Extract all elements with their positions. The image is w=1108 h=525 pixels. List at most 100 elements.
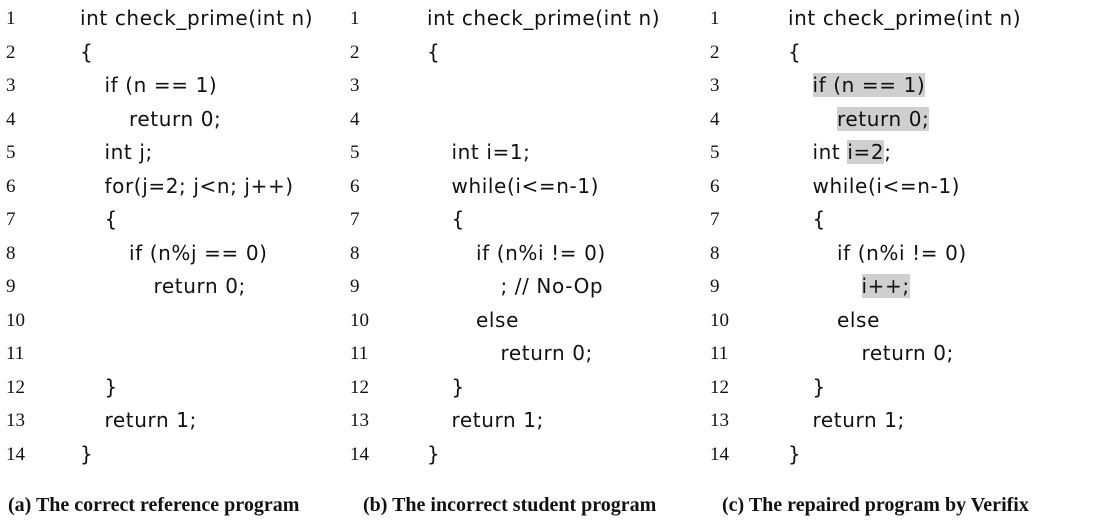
code-text: return 0; <box>153 274 246 298</box>
code-text: int check_prime(int n) <box>788 6 1022 30</box>
code-line: return 1; <box>105 404 197 438</box>
caption-a: (a) The correct reference program <box>8 494 300 516</box>
line-number: 3 <box>350 75 360 96</box>
code-line: return 0; <box>154 270 246 304</box>
line-number-column: 1 2 3 4 5 6 7 8 9 10 11 12 13 14 <box>710 2 729 471</box>
code-line: if (n%j == 0) <box>129 237 268 271</box>
code-text: else <box>476 307 519 332</box>
code-line: { <box>813 203 826 237</box>
code-text: return 1; <box>451 408 544 432</box>
line-number: 6 <box>350 175 360 197</box>
code-line: if (n == 1) <box>812 69 926 103</box>
code-line: return 0; <box>129 103 221 137</box>
code-text: { <box>80 39 94 64</box>
code-line: return 1; <box>452 404 544 438</box>
code-line: } <box>80 438 93 472</box>
code-text: } <box>80 441 94 466</box>
code-text: } <box>451 374 465 399</box>
code-text: return 1; <box>812 408 905 432</box>
line-number: 14 <box>350 443 369 465</box>
line-number: 6 <box>6 175 16 197</box>
code-text: int i=1; <box>451 140 531 164</box>
line-number: 3 <box>6 75 16 96</box>
code-text: { <box>427 39 441 64</box>
line-number: 2 <box>6 41 16 63</box>
line-number: 8 <box>350 242 360 264</box>
code-text: } <box>427 441 441 466</box>
code-line: if (n%i != 0) <box>476 237 606 271</box>
code-text: for(j=2; j<n; j++) <box>104 173 294 198</box>
code-line: { <box>788 36 801 70</box>
line-number: 1 <box>350 8 360 29</box>
line-number: 12 <box>6 376 25 398</box>
line-number: 4 <box>6 108 16 130</box>
line-number: 5 <box>350 142 360 163</box>
line-number: 7 <box>6 209 16 230</box>
code-line: return 0; <box>501 337 593 371</box>
code-line: int j; <box>105 136 153 170</box>
code-line: for(j=2; j<n; j++) <box>105 170 294 204</box>
code-line: return 0; <box>837 103 930 137</box>
code-line: else <box>837 304 880 338</box>
line-number: 10 <box>350 309 369 331</box>
line-number: 7 <box>710 209 720 230</box>
code-line: int check_prime(int n) <box>427 2 660 36</box>
code-text: int check_prime(int n) <box>427 6 661 30</box>
code-line: ; // No-Op <box>501 270 604 304</box>
line-number: 12 <box>350 376 369 398</box>
code-text: while(i<=n-1) <box>812 173 961 198</box>
code-text: int check_prime(int n) <box>80 6 314 30</box>
line-number-column: 1 2 3 4 5 6 7 8 9 10 11 12 13 14 <box>6 2 25 471</box>
line-number: 1 <box>710 8 720 29</box>
code-text: { <box>812 207 826 231</box>
line-number: 8 <box>6 242 16 264</box>
code-line: { <box>452 203 465 237</box>
line-number: 11 <box>350 343 369 364</box>
code-text: { <box>451 207 465 231</box>
code-line: if (n%i != 0) <box>837 237 967 271</box>
line-number: 9 <box>710 276 720 297</box>
code-line: while(i<=n-1) <box>452 170 600 204</box>
code-text: return 0; <box>861 341 954 365</box>
code-text: return 1; <box>104 408 197 432</box>
code-text: if (n%j == 0) <box>129 240 268 265</box>
code-text: ; // No-Op <box>500 274 604 298</box>
line-number: 10 <box>710 309 729 331</box>
code-line: int check_prime(int n) <box>788 2 1021 36</box>
line-number: 8 <box>710 242 720 264</box>
code-text: } <box>788 441 802 466</box>
line-number: 9 <box>6 276 16 297</box>
caption-b: (b) The incorrect student program <box>363 494 657 516</box>
code-token: ; <box>884 140 892 164</box>
code-token: int <box>812 140 848 164</box>
line-number: 13 <box>710 410 729 431</box>
code-text: int j; <box>104 140 153 164</box>
line-number: 2 <box>350 41 360 63</box>
code-line: } <box>813 371 826 405</box>
code-line: i++; <box>861 270 910 304</box>
code-line: return 0; <box>862 337 954 371</box>
code-line: { <box>80 36 93 70</box>
code-line: { <box>427 36 440 70</box>
line-number: 2 <box>710 41 720 63</box>
code-line: if (n == 1) <box>105 69 218 103</box>
code-line: int check_prime(int n) <box>80 2 313 36</box>
code-text: if (n%i != 0) <box>837 240 967 265</box>
line-number-column: 1 2 3 4 5 6 7 8 9 10 11 12 13 14 <box>350 2 369 471</box>
line-number: 3 <box>710 75 720 96</box>
code-text: return 0; <box>500 341 593 365</box>
code-line: } <box>452 371 465 405</box>
code-text: if (n%i != 0) <box>476 240 606 265</box>
line-number: 4 <box>350 108 360 130</box>
line-number: 5 <box>710 142 720 163</box>
line-number: 13 <box>350 410 369 431</box>
line-number: 11 <box>6 343 25 364</box>
code-text: { <box>104 207 118 231</box>
line-number: 14 <box>710 443 729 465</box>
line-number: 9 <box>350 276 360 297</box>
code-line: } <box>788 438 801 472</box>
highlighted-code: return 0; <box>837 106 930 131</box>
code-line: int i=2; <box>813 136 892 170</box>
highlighted-code: i++; <box>861 274 910 298</box>
code-line: while(i<=n-1) <box>813 170 961 204</box>
